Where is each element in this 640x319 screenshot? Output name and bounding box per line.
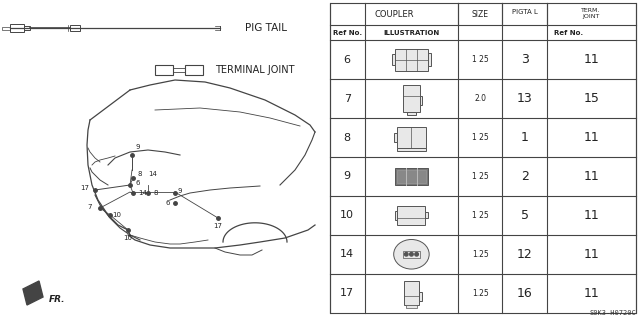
Text: 7: 7 (344, 94, 351, 104)
Bar (403, 251, 420, 258)
Text: 8: 8 (153, 190, 157, 196)
Text: PIG TAIL: PIG TAIL (245, 23, 287, 33)
Bar (395, 49, 428, 71)
Text: 8: 8 (344, 133, 351, 143)
Bar (395, 167, 428, 185)
Text: Ref No.: Ref No. (333, 30, 362, 36)
Text: 14: 14 (148, 171, 157, 177)
Bar (397, 170, 426, 183)
Text: 9: 9 (344, 172, 351, 182)
Bar (420, 96, 422, 105)
Bar (403, 85, 420, 112)
Text: S0K3-H0720C: S0K3-H0720C (589, 310, 636, 316)
Bar (155, 65, 173, 75)
Text: 10: 10 (124, 235, 132, 241)
Text: 13: 13 (516, 92, 532, 105)
Text: 8: 8 (138, 171, 143, 177)
Text: TERM.
JOINT: TERM. JOINT (582, 8, 601, 19)
Text: ILLUSTRATION: ILLUSTRATION (383, 30, 440, 36)
Text: 14: 14 (340, 249, 355, 259)
Bar (397, 127, 426, 148)
Text: 9: 9 (178, 188, 182, 194)
Bar (406, 112, 416, 115)
Text: 2.0: 2.0 (474, 94, 486, 103)
Text: 11: 11 (583, 131, 599, 144)
Text: 9: 9 (135, 144, 140, 150)
Bar (406, 305, 417, 308)
Text: FR.: FR. (49, 294, 65, 303)
Text: 17: 17 (340, 288, 355, 298)
Ellipse shape (394, 240, 429, 269)
Bar (395, 211, 397, 220)
Text: Ref No.: Ref No. (554, 30, 584, 36)
Bar (397, 206, 426, 225)
Text: 17: 17 (80, 185, 89, 191)
Text: 1 25: 1 25 (472, 55, 489, 64)
Text: 12: 12 (516, 248, 532, 261)
Text: 1.25: 1.25 (472, 289, 489, 298)
Text: 2: 2 (521, 170, 529, 183)
Text: 11: 11 (583, 248, 599, 261)
Bar (428, 53, 431, 66)
Text: 11: 11 (583, 287, 599, 300)
Text: 1: 1 (521, 131, 529, 144)
Text: 1.25: 1.25 (472, 250, 489, 259)
Text: 1 25: 1 25 (472, 172, 489, 181)
Text: 11: 11 (583, 170, 599, 183)
Bar (404, 281, 419, 305)
Text: 11: 11 (583, 53, 599, 66)
Bar (397, 148, 426, 151)
Bar (2, 26, 10, 29)
Circle shape (404, 253, 408, 256)
Bar (426, 212, 428, 218)
Text: 14: 14 (138, 190, 147, 196)
Text: TERMINAL JOINT: TERMINAL JOINT (215, 65, 294, 75)
Text: 6: 6 (135, 180, 140, 186)
Circle shape (415, 253, 419, 256)
Bar (419, 292, 422, 301)
Text: 6: 6 (344, 55, 351, 65)
Text: 1 25: 1 25 (472, 133, 489, 142)
Bar (10, 24, 24, 32)
Bar (185, 65, 203, 75)
Text: SIZE: SIZE (472, 10, 489, 19)
Text: COUPLER: COUPLER (374, 10, 413, 19)
Bar (394, 133, 397, 142)
Text: 7: 7 (88, 204, 92, 210)
Text: 5: 5 (520, 209, 529, 222)
Text: 10: 10 (340, 210, 354, 220)
Bar (330, 3, 636, 313)
Text: PIGTA L: PIGTA L (512, 9, 538, 15)
Text: 11: 11 (583, 209, 599, 222)
Text: 10: 10 (112, 212, 121, 218)
Text: 17: 17 (214, 223, 223, 229)
Circle shape (410, 253, 413, 256)
Text: 15: 15 (583, 92, 599, 105)
Polygon shape (23, 281, 43, 305)
Bar (24, 26, 30, 30)
Text: 1 25: 1 25 (472, 211, 489, 220)
Text: 16: 16 (516, 287, 532, 300)
Bar (70, 25, 80, 31)
Text: 3: 3 (521, 53, 529, 66)
Text: 6: 6 (166, 200, 170, 206)
Bar (392, 54, 395, 65)
